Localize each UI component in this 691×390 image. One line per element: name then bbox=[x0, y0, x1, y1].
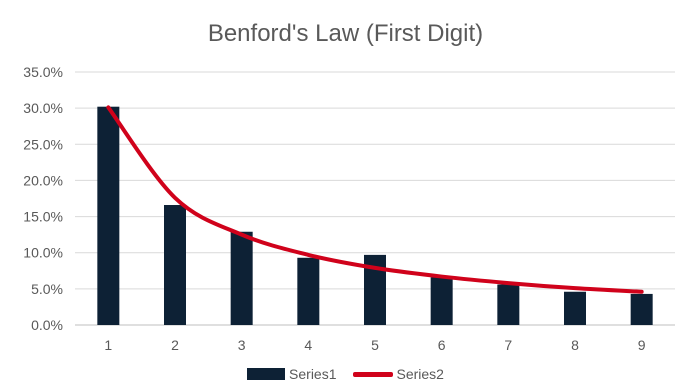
bar-series bbox=[97, 106, 653, 325]
x-tick-label: 7 bbox=[504, 337, 512, 353]
bar-series1 bbox=[97, 106, 120, 325]
legend-item-series1: Series1 bbox=[247, 366, 337, 382]
y-tick-label: 0.0% bbox=[31, 317, 63, 333]
bar-series1 bbox=[297, 257, 320, 325]
bar-series1 bbox=[430, 277, 453, 325]
x-tick-label: 5 bbox=[371, 337, 379, 353]
y-tick-label: 35.0% bbox=[23, 64, 63, 80]
x-tick-label: 1 bbox=[104, 337, 112, 353]
legend: Series1 Series2 bbox=[0, 366, 691, 382]
x-tick-label: 9 bbox=[638, 337, 646, 353]
y-tick-label: 5.0% bbox=[31, 281, 63, 297]
legend-label-series1: Series1 bbox=[289, 366, 337, 382]
legend-swatch-series2 bbox=[352, 371, 393, 377]
legend-label-series2: Series2 bbox=[396, 366, 444, 382]
legend-swatch-series1 bbox=[247, 368, 286, 380]
x-axis-ticks: 1 2 3 4 5 6 7 8 9 bbox=[104, 337, 645, 353]
y-tick-label: 15.0% bbox=[23, 209, 63, 225]
bar-series1 bbox=[564, 291, 586, 325]
bar-series1 bbox=[230, 231, 253, 325]
bar-series1 bbox=[630, 293, 653, 325]
chart-title: Benford's Law (First Digit) bbox=[207, 20, 484, 47]
bar-series1 bbox=[164, 205, 186, 325]
y-tick-label: 10.0% bbox=[23, 245, 63, 261]
y-axis-ticks: 0.0% 5.0% 10.0% 15.0% 20.0% 25.0% 30.0% 35.0% bbox=[23, 64, 63, 333]
bar-series1 bbox=[364, 254, 386, 325]
line-series2 bbox=[106, 105, 644, 294]
x-tick-label: 2 bbox=[171, 337, 179, 353]
x-tick-label: 6 bbox=[438, 337, 446, 353]
legend-item-series2: Series2 bbox=[352, 366, 444, 382]
y-tick-label: 20.0% bbox=[23, 172, 63, 188]
y-tick-label: 25.0% bbox=[23, 136, 63, 152]
bar-series1 bbox=[497, 284, 520, 325]
x-tick-label: 3 bbox=[238, 337, 246, 353]
y-tick-label: 30.0% bbox=[23, 100, 63, 116]
x-tick-label: 8 bbox=[571, 337, 579, 353]
line-series bbox=[106, 105, 644, 294]
x-tick-label: 4 bbox=[304, 337, 312, 353]
